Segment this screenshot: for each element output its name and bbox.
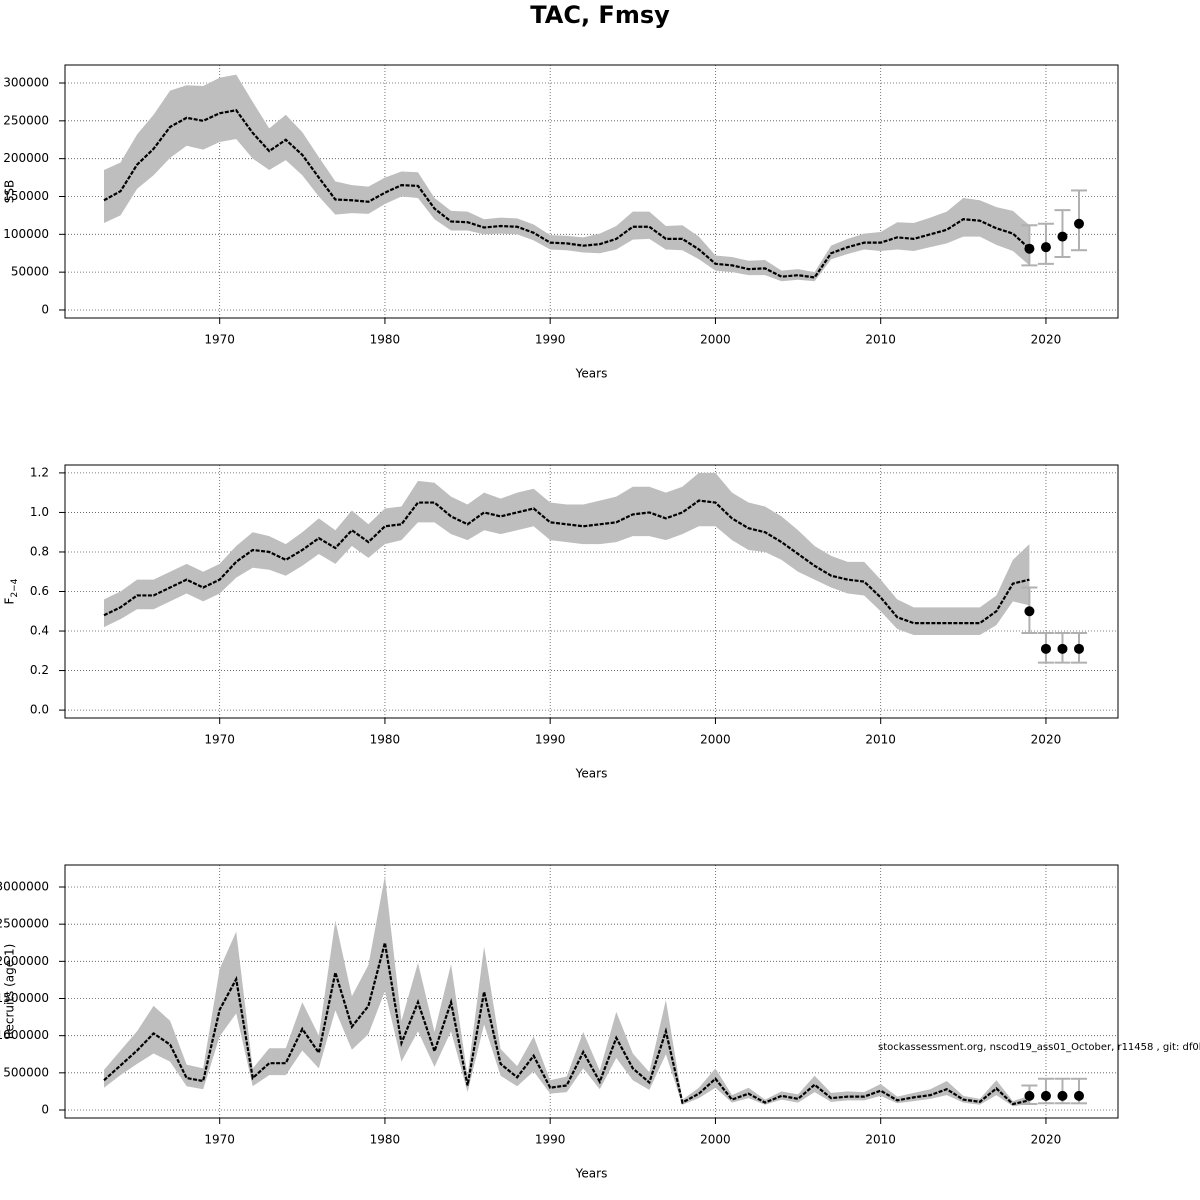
plot-frame [64,464,1119,719]
plot-frame [64,64,1119,319]
forecast-point [1024,243,1035,254]
forecast-point [1057,231,1068,242]
y-tick-label: 1000000 [0,1028,49,1042]
x-tick-label: 2000 [700,333,731,347]
forecast-point [1074,1090,1084,1101]
y-tick-label: 0 [41,1103,49,1117]
forecast-point [1040,242,1051,253]
forecast-point [1057,1090,1068,1101]
forecast-point [1074,218,1084,229]
x-tick-label: 2020 [1031,1133,1062,1147]
forecast-point [1074,643,1084,654]
y-tick-label: 0 [41,302,49,316]
x-tick-label: 1980 [370,1133,401,1147]
y-tick-label: 0.8 [30,544,49,558]
y-tick-label: 1500000 [0,991,49,1005]
y-tick-label: 150000 [3,189,49,203]
x-tick-label: 1970 [204,333,235,347]
figure-title: TAC, Fmsy [530,1,670,29]
plot-frame [64,864,1119,1119]
confidence-band [104,472,1030,635]
forecast-point [1057,643,1068,654]
y-tick-label: 0.2 [30,663,49,677]
y-axis-label: Recruits (age 1) [3,944,17,1040]
forecast-point [1040,1090,1051,1101]
x-tick-label: 1980 [370,333,401,347]
confidence-band [104,74,1030,282]
estimate-line [103,942,1030,1106]
x-tick-label: 1990 [535,1133,566,1147]
estimate-line [103,499,1030,625]
confidence-band [104,875,1030,1107]
x-tick-label: 1980 [370,733,401,747]
y-tick-label: 0.6 [30,584,49,598]
x-tick-label: 2020 [1031,733,1062,747]
x-tick-label: 1970 [204,1133,235,1147]
y-tick-label: 2000000 [0,954,49,968]
x-tick-label: 2020 [1031,333,1062,347]
x-tick-label: 1990 [535,333,566,347]
y-tick-label: 0.0 [30,703,49,717]
x-axis-label: Years [575,767,608,781]
forecast-point [1024,606,1035,617]
panel: 0 50000 100000 150000 200000 250000 300000 1970… [3,64,1119,381]
y-tick-label: 3000000 [0,880,49,894]
y-tick-label: 50000 [11,265,49,279]
x-tick-label: 2010 [865,333,896,347]
x-axis-label: Years [575,367,608,381]
y-tick-label: 100000 [3,227,49,241]
y-tick-label: 300000 [3,76,49,90]
x-tick-label: 2010 [865,1133,896,1147]
x-tick-label: 1970 [204,733,235,747]
y-tick-label: 250000 [3,113,49,127]
y-axis-label: F2−4 [3,578,20,604]
forecast-point [1040,643,1051,654]
x-tick-label: 2000 [700,733,731,747]
y-tick-label: 1.2 [30,465,49,479]
y-tick-label: 500000 [3,1065,49,1079]
x-tick-label: 1990 [535,733,566,747]
y-axis-label-subscript: 2−4 [10,578,20,597]
x-tick-label: 2000 [700,1133,731,1147]
y-tick-label: 2500000 [0,917,49,931]
estimate-line [103,109,1031,279]
panel: 0 500000 1000000 1500000 2000000 2500000 30000… [0,864,1119,1181]
y-axis-label: SSB [3,180,17,203]
y-tick-label: 1.0 [30,505,49,519]
y-tick-label: 0.4 [30,624,49,638]
panel: 0.0 0.2 0.4 0.6 0.8 1.0 1.2 1970 1980 1990 2000 201… [3,464,1119,781]
footnote: stockassessment.org, nscod19_ass01_Octob… [878,1042,1200,1053]
y-tick-label: 200000 [3,151,49,165]
x-tick-label: 2010 [865,733,896,747]
forecast-point [1024,1090,1035,1101]
x-axis-label: Years [575,1167,608,1181]
